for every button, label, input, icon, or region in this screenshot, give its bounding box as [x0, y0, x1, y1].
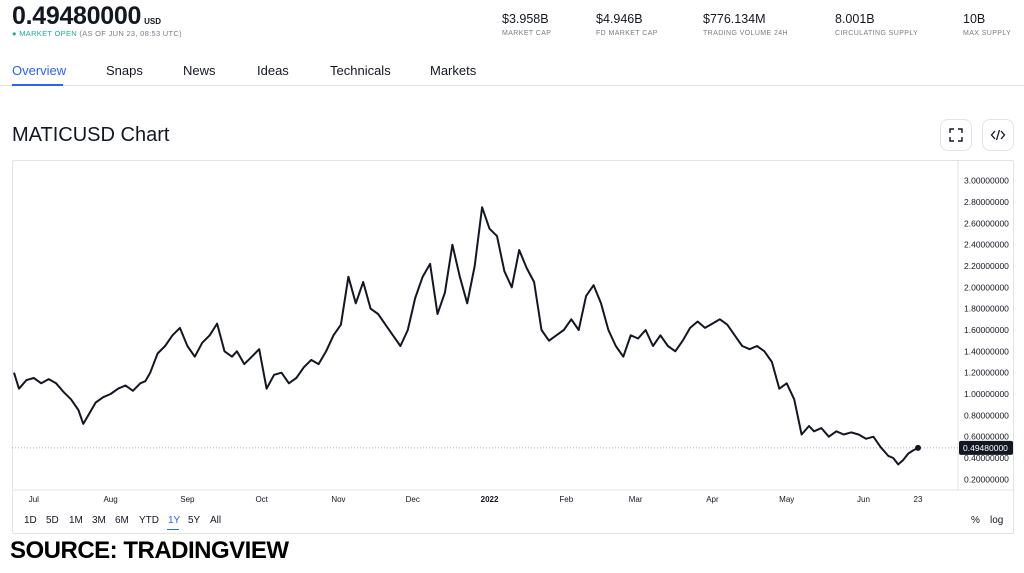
- market-open-label: MARKET OPEN: [19, 29, 77, 38]
- y-tick-label: 2.60000000: [964, 218, 1009, 228]
- chart-title: MATICUSD Chart: [12, 124, 170, 146]
- active-tab-indicator: [12, 84, 63, 86]
- log-scale-toggle[interactable]: log: [990, 515, 1004, 526]
- market-status: ● MARKET OPEN (AS OF JUN 23, 08:53 UTC): [12, 29, 182, 38]
- last-price-badge: [959, 440, 1013, 455]
- y-tick-label: 0.60000000: [964, 432, 1009, 442]
- tab-bar: Overview Snaps News Ideas Technicals Mar…: [0, 52, 1024, 86]
- percent-scale-toggle[interactable]: %: [971, 515, 980, 526]
- tab-news[interactable]: News: [183, 63, 216, 78]
- price-chart[interactable]: 0.20000000 0.40000000 0.60000000 0.80000000…: [12, 160, 1014, 534]
- fullscreen-button[interactable]: [940, 119, 972, 151]
- x-tick-label: Jul: [29, 495, 39, 504]
- y-tick-label: 0.20000000: [964, 474, 1009, 484]
- y-tick-label: 2.00000000: [964, 282, 1009, 292]
- y-tick-label: 1.00000000: [964, 389, 1009, 399]
- range-ytd[interactable]: YTD: [139, 515, 159, 526]
- currency-label: USD: [144, 17, 161, 26]
- tab-markets[interactable]: Markets: [430, 63, 477, 78]
- x-tick-label: Sep: [180, 495, 195, 504]
- x-tick-label: Jun: [857, 495, 870, 504]
- x-tick-label: 2022: [481, 495, 499, 504]
- stat-value: $776.134M: [703, 12, 766, 26]
- stat-fd-market-cap: $4.946B FD MARKET CAP: [596, 12, 658, 37]
- stat-label: MAX SUPPLY: [963, 30, 1012, 37]
- code-embed-icon: [990, 129, 1006, 141]
- y-tick-label: 1.80000000: [964, 304, 1009, 314]
- stat-max-supply: 10B MAX SUPPLY: [963, 12, 1011, 37]
- tab-snaps[interactable]: Snaps: [106, 63, 143, 78]
- stat-value: 8.001B: [835, 12, 875, 26]
- active-range-indicator: [167, 529, 179, 530]
- x-tick-label: Feb: [559, 495, 573, 504]
- stat-market-cap: $3.958B MARKET CAP: [502, 12, 551, 37]
- stat-circulating-supply: 8.001B CIRCULATING SUPPLY: [835, 12, 918, 37]
- x-tick-label: Dec: [406, 495, 420, 504]
- range-5y[interactable]: 5Y: [188, 515, 201, 526]
- range-1d[interactable]: 1D: [24, 515, 37, 526]
- y-tick-label: 2.80000000: [964, 197, 1009, 207]
- x-tick-label: Aug: [103, 495, 117, 504]
- stat-label: TRADING VOLUME 24H: [703, 30, 788, 37]
- y-tick-label: 3.00000000: [964, 176, 1009, 186]
- x-tick-label: Apr: [706, 495, 719, 504]
- embed-button[interactable]: [982, 119, 1014, 151]
- x-tick-label: May: [779, 495, 794, 504]
- x-tick-label: 23: [914, 495, 923, 504]
- tab-overview[interactable]: Overview: [12, 63, 67, 78]
- status-dot-icon: ●: [12, 29, 17, 38]
- y-tick-label: 2.20000000: [964, 261, 1009, 271]
- range-1y[interactable]: 1Y: [168, 515, 181, 526]
- range-6m[interactable]: 6M: [115, 515, 129, 526]
- fullscreen-icon: [949, 128, 963, 142]
- price-display: 0.49480000 USD: [12, 2, 161, 31]
- x-tick-label: Nov: [331, 495, 345, 504]
- stat-label: CIRCULATING SUPPLY: [835, 30, 919, 37]
- range-all[interactable]: All: [210, 515, 222, 526]
- chart-frame: [12, 160, 1014, 534]
- range-5d[interactable]: 5D: [46, 515, 59, 526]
- range-selector: 1D 5D 1M 3M 6M YTD 1Y 5Y All % log: [12, 510, 1014, 534]
- y-tick-label: 0.40000000: [964, 453, 1009, 463]
- last-price-badge-label: 0.49480000: [963, 443, 1008, 453]
- stat-label: MARKET CAP: [502, 30, 552, 37]
- quote-header: 0.49480000 USD ● MARKET OPEN (AS OF JUN 2…: [0, 0, 1024, 50]
- y-tick-label: 1.20000000: [964, 368, 1009, 378]
- source-caption: SOURCE: TRADINGVIEW: [10, 537, 289, 564]
- last-price-point: [915, 444, 921, 451]
- tab-technicals[interactable]: Technicals: [330, 63, 391, 78]
- y-tick-label: 0.80000000: [964, 410, 1009, 420]
- last-price: 0.49480000: [12, 2, 142, 30]
- price-series-line: [13, 206, 919, 466]
- x-tick-label: Mar: [629, 495, 643, 504]
- x-tick-label: Oct: [255, 495, 268, 504]
- range-1m[interactable]: 1M: [69, 515, 83, 526]
- stat-value: $4.946B: [596, 12, 643, 26]
- y-tick-label: 2.40000000: [964, 240, 1009, 250]
- stat-label: FD MARKET CAP: [596, 30, 658, 37]
- y-tick-label: 1.60000000: [964, 325, 1009, 335]
- stat-value: $3.958B: [502, 12, 549, 26]
- y-tick-label: 1.40000000: [964, 346, 1009, 356]
- as-of-timestamp: (AS OF JUN 23, 08:53 UTC): [79, 29, 182, 38]
- tab-ideas[interactable]: Ideas: [257, 63, 289, 78]
- stat-value: 10B: [963, 12, 986, 26]
- range-3m[interactable]: 3M: [92, 515, 106, 526]
- stat-trading-volume: $776.134M TRADING VOLUME 24H: [703, 12, 788, 37]
